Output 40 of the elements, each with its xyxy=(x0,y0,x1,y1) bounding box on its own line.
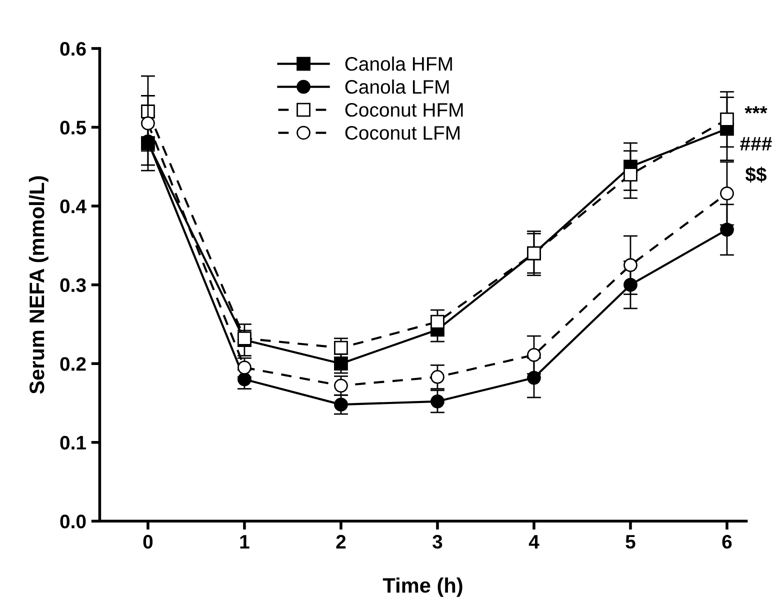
y-tick-label: 0.4 xyxy=(60,200,86,214)
annotation: $$ xyxy=(745,166,767,183)
y-tick-label: 0.1 xyxy=(60,436,86,450)
point xyxy=(720,186,734,200)
legend-label: Coconut LFM xyxy=(345,126,460,140)
x-tick-label: 3 xyxy=(432,534,442,549)
point xyxy=(334,340,348,355)
point xyxy=(334,378,348,393)
x-tick-label: 0 xyxy=(143,534,153,549)
point xyxy=(527,370,541,385)
y-tick-label: 0.5 xyxy=(60,120,86,134)
point xyxy=(720,222,734,237)
annotation: *** xyxy=(744,106,768,114)
point xyxy=(238,360,252,374)
legend-label: Canola LFM xyxy=(345,80,449,94)
point xyxy=(430,394,444,408)
point xyxy=(527,348,541,362)
point xyxy=(624,258,638,272)
point xyxy=(624,168,638,182)
x-axis-title: Time (h) xyxy=(382,577,462,597)
y-tick-label: 0.0 xyxy=(60,514,86,528)
x-tick-label: 2 xyxy=(336,534,346,548)
x-tick-label: 6 xyxy=(722,534,732,549)
y-tick-label: 0.2 xyxy=(60,357,86,371)
y-tick-label: 0.6 xyxy=(60,42,86,56)
legend-label: Coconut HFM xyxy=(345,103,463,117)
point xyxy=(430,370,444,384)
point xyxy=(720,112,734,126)
point xyxy=(624,278,638,292)
y-tick-label: 0.3 xyxy=(60,278,86,292)
point xyxy=(334,356,348,371)
point xyxy=(141,116,155,130)
legend-label: Canola HFM xyxy=(345,56,452,71)
x-tick-label: 5 xyxy=(626,535,636,549)
x-tick-label: 4 xyxy=(528,535,540,548)
x-tick-label: 1 xyxy=(240,535,250,548)
point xyxy=(334,398,348,412)
point xyxy=(430,314,444,329)
annotation: ### xyxy=(740,137,772,150)
y-axis-title: Serum NEFA (mmol/L) xyxy=(28,176,48,394)
